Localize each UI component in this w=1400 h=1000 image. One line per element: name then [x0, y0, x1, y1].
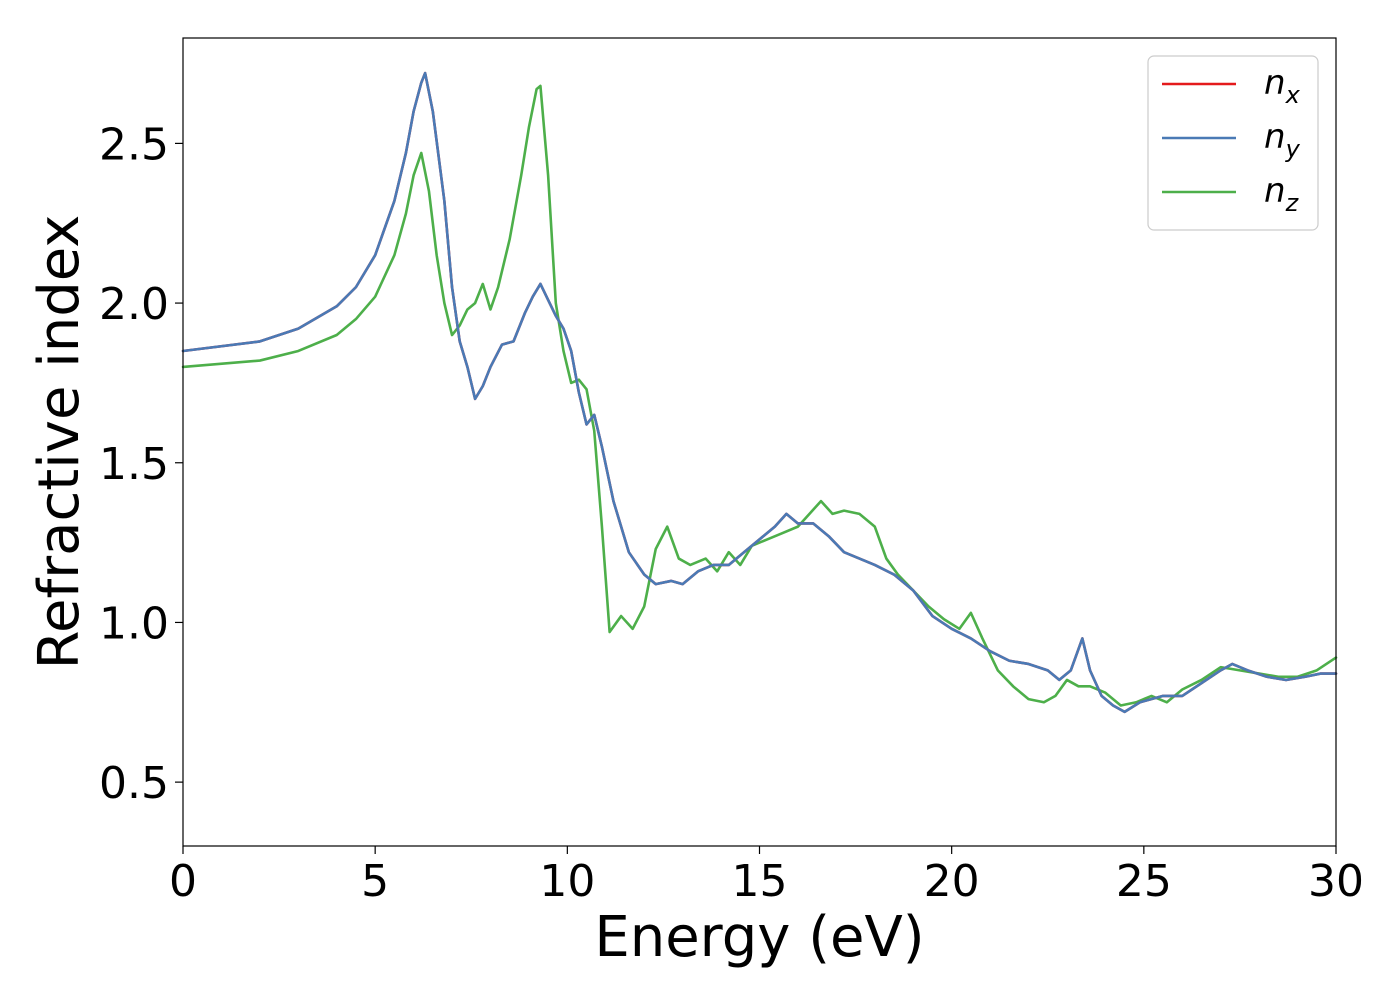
x-axis-title: Energy (eV): [594, 905, 924, 970]
legend-box: [1147, 55, 1319, 231]
x-axis: 0 5 10 15 20 25 30: [169, 846, 1364, 907]
y-axis-title: Refractive index: [27, 215, 92, 670]
legend-label-z: nz: [1264, 171, 1300, 217]
series-layer: [181, 71, 1338, 714]
series-line-z: [181, 84, 1338, 707]
x-tick-label: 20: [924, 856, 980, 907]
legend-label-x: nx: [1264, 63, 1301, 109]
y-tick-label: 1.0: [99, 598, 169, 649]
x-tick-label: 15: [732, 856, 788, 907]
y-tick-label: 0.5: [99, 758, 169, 809]
y-tick-label: 1.5: [99, 439, 169, 490]
legend-label-y: ny: [1264, 117, 1301, 163]
x-tick-label: 30: [1308, 856, 1364, 907]
y-tick-label: 2.5: [99, 119, 169, 170]
x-tick-label: 10: [539, 856, 595, 907]
y-tick-label: 2.0: [99, 279, 169, 330]
y-axis: 0.5 1.0 1.5 2.0 2.5: [99, 119, 183, 809]
series-line-y: [181, 71, 1338, 714]
legend: nx ny nz: [1147, 55, 1319, 231]
x-tick-label: 0: [169, 856, 197, 907]
x-tick-label: 25: [1116, 856, 1172, 907]
x-tick-label: 5: [361, 856, 389, 907]
